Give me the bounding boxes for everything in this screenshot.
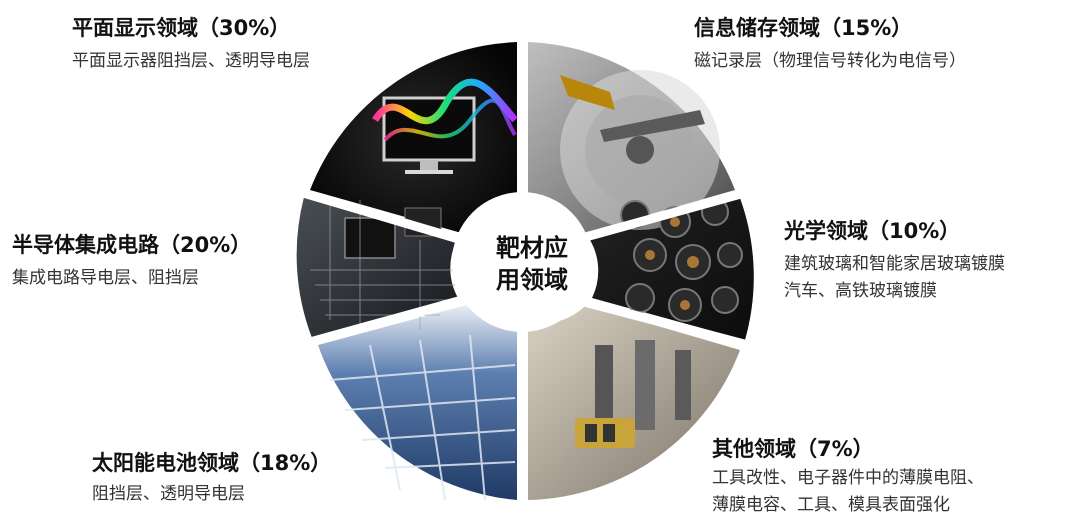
center-hub: [452, 192, 592, 332]
label-optics: 光学领域（10%） 建筑玻璃和智能家居玻璃镀膜 汽车、高铁玻璃镀膜: [784, 217, 1005, 305]
label-solar-title: 太阳能电池领域（18%）: [92, 451, 332, 475]
label-solar-desc: 阻挡层、透明导电层: [92, 484, 245, 504]
hard-disk-illustration: [560, 70, 720, 230]
label-storage: 信息储存领域（15%） 磁记录层（物理信号转化为电信号）: [694, 14, 966, 75]
label-other-desc-1: 工具改性、电子器件中的薄膜电阻、: [712, 468, 984, 488]
segment-dividers: [298, 35, 750, 505]
solar-panel-grid: [329, 334, 516, 501]
center-label: 靶材应 用领域: [462, 232, 602, 296]
label-solar: 太阳能电池领域（18%） 阻挡层、透明导电层: [92, 449, 331, 508]
label-other: 其他领域（7%） 工具改性、电子器件中的薄膜电阻、 薄膜电容、工具、模具表面强化: [712, 435, 984, 519]
label-optics-title: 光学领域（10%）: [784, 219, 961, 243]
label-optics-desc-1: 建筑玻璃和智能家居玻璃镀膜: [784, 254, 1005, 274]
label-semiconductor-desc: 集成电路导电层、阻挡层: [12, 268, 199, 288]
monitor-illustration: [372, 78, 518, 174]
label-storage-title: 信息储存领域（15%）: [694, 16, 913, 40]
center-label-line2: 用领域: [496, 266, 568, 294]
center-label-line1: 靶材应: [496, 234, 568, 262]
tool-illustration: [575, 340, 691, 448]
label-other-desc-2: 薄膜电容、工具、模具表面强化: [712, 495, 950, 515]
label-storage-desc: 磁记录层（物理信号转化为电信号）: [694, 51, 966, 71]
label-display: 平面显示领域（30%） 平面显示器阻挡层、透明导电层: [72, 14, 310, 75]
label-semiconductor: 半导体集成电路（20%） 集成电路导电层、阻挡层: [12, 231, 251, 292]
lens-highlights: [645, 217, 699, 310]
label-display-desc: 平面显示器阻挡层、透明导电层: [72, 51, 310, 71]
label-other-title: 其他领域（7%）: [712, 437, 874, 461]
label-semiconductor-title: 半导体集成电路（20%）: [12, 233, 252, 257]
segment-solar: [318, 305, 517, 500]
label-display-title: 平面显示领域（30%）: [72, 16, 291, 40]
label-optics-desc-2: 汽车、高铁玻璃镀膜: [784, 281, 937, 301]
